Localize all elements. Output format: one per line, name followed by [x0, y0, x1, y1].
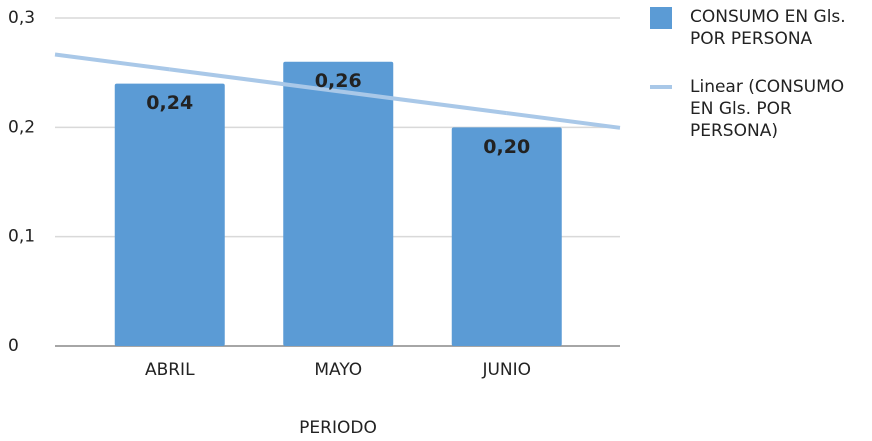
y-tick-label: 0,3 — [8, 8, 35, 28]
legend-swatch — [650, 7, 672, 29]
y-tick-label: 0 — [8, 336, 19, 356]
x-tick-label: ABRIL — [145, 360, 195, 380]
x-tick-label: MAYO — [314, 360, 362, 380]
bar — [114, 83, 225, 346]
bar — [283, 61, 394, 346]
legend-entry: Linear (CONSUMO EN Gls. POR PERSONA) — [690, 77, 845, 141]
legend-entry: CONSUMO EN Gls. POR PERSONA — [690, 7, 846, 49]
value-label: 0,20 — [483, 136, 530, 158]
y-tick-label: 0,2 — [8, 117, 35, 137]
value-label: 0,24 — [146, 92, 193, 114]
bar — [451, 127, 562, 346]
trendline-extension — [506, 111, 621, 130]
x-axis-label: PERIODO — [299, 418, 377, 438]
trendline-extension — [54, 52, 171, 72]
trendline — [169, 67, 508, 116]
y-tick-label: 0,1 — [8, 227, 35, 247]
x-tick-label: JUNIO — [481, 360, 531, 380]
value-label: 0,26 — [315, 70, 362, 92]
